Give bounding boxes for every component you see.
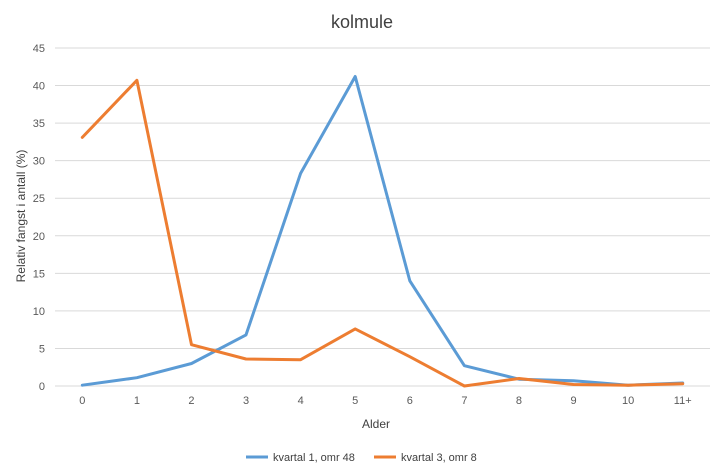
x-tick-label: 5 — [352, 395, 358, 407]
x-tick-label: 2 — [188, 395, 194, 407]
chart-title: kolmule — [331, 12, 393, 32]
y-tick-label: 5 — [39, 343, 45, 355]
series-line-1 — [80, 75, 685, 387]
series-line-2 — [80, 78, 685, 388]
y-tick-label: 15 — [33, 268, 45, 280]
y-tick-label: 25 — [33, 193, 45, 205]
legend: kvartal 1, omr 48 kvartal 3, omr 8 — [246, 452, 477, 464]
x-tick-label: 9 — [570, 395, 576, 407]
legend-label-2: kvartal 3, omr 8 — [401, 452, 477, 464]
y-tick-label: 45 — [33, 43, 45, 55]
y-tick-label: 40 — [33, 81, 45, 93]
x-tick-label: 4 — [298, 395, 304, 407]
gridlines — [55, 47, 710, 387]
y-axis-ticks: 0 5 10 15 20 25 30 35 40 45 — [33, 43, 45, 393]
y-tick-label: 10 — [33, 306, 45, 318]
x-tick-label: 1 — [134, 395, 140, 407]
x-tick-label: 0 — [79, 395, 85, 407]
y-tick-label: 0 — [39, 381, 45, 393]
x-axis-title: Alder — [362, 417, 390, 431]
x-tick-label: 3 — [243, 395, 249, 407]
y-tick-label: 30 — [33, 156, 45, 168]
y-axis-title: Relativ fangst i antall (%) — [14, 150, 28, 283]
x-tick-label: 6 — [407, 395, 413, 407]
y-tick-label: 35 — [33, 118, 45, 130]
x-tick-label: 10 — [622, 395, 634, 407]
x-tick-label: 7 — [461, 395, 467, 407]
series-lines — [80, 75, 685, 388]
x-tick-label: 8 — [516, 395, 522, 407]
y-tick-label: 20 — [33, 231, 45, 243]
x-axis-ticks: 0 1 2 3 4 5 6 7 8 9 10 11+ — [79, 395, 691, 407]
legend-label-1: kvartal 1, omr 48 — [273, 452, 355, 464]
x-tick-label: 11+ — [674, 395, 692, 407]
